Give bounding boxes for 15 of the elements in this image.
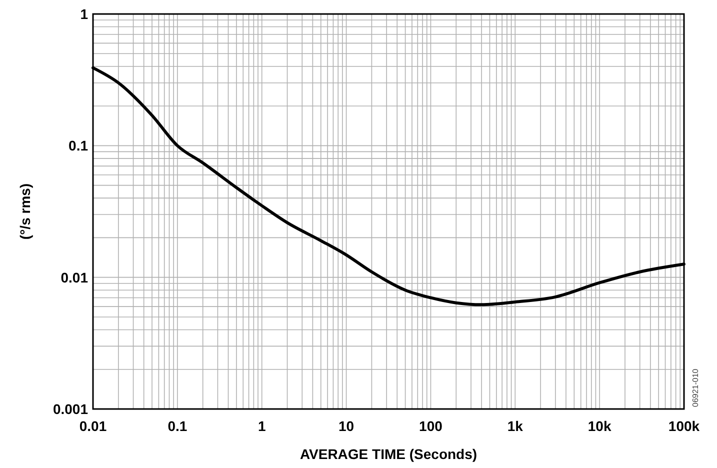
x-tick-label: 100 bbox=[419, 418, 443, 434]
x-axis-title: AVERAGE TIME (Seconds) bbox=[300, 446, 478, 462]
text: 06921-010 bbox=[691, 368, 700, 407]
x-tick-label: 0.01 bbox=[79, 418, 107, 434]
y-tick-label: 0.1 bbox=[68, 138, 88, 154]
x-tick-label: 0.1 bbox=[168, 418, 188, 434]
y-tick-label: 0.001 bbox=[52, 401, 88, 417]
x-tick-label: 100k bbox=[668, 418, 700, 434]
y-tick-label: 0.01 bbox=[60, 269, 88, 286]
y-tick-label: 1 bbox=[80, 6, 88, 22]
x-tick-label: 10k bbox=[588, 418, 612, 434]
x-tick-label: 1 bbox=[258, 418, 266, 434]
x-tick-label: 1k bbox=[507, 418, 524, 434]
y-axis-title: (°/s rms) bbox=[17, 183, 33, 240]
x-tick-label: 10 bbox=[338, 418, 354, 434]
